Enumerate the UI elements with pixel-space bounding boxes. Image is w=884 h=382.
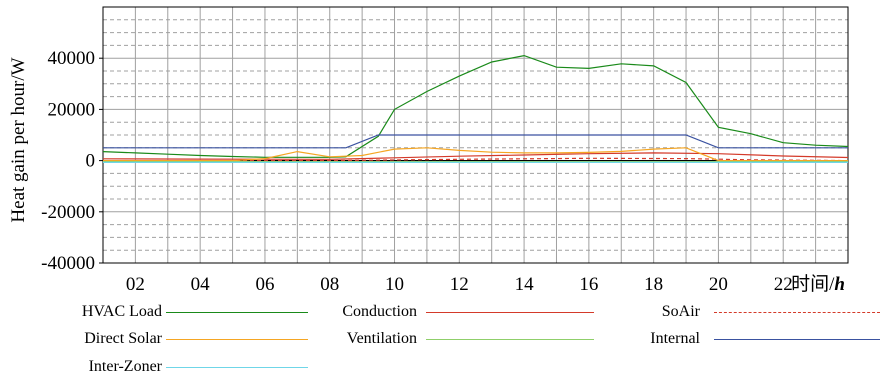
legend-label: Inter-Zoner: [88, 358, 162, 375]
tick-labels: -40000 -20000 0 20000 40000 02 04 06 08 10 12 14 16 1…: [41, 48, 793, 295]
y-tick-label: 20000: [48, 99, 96, 120]
series-line-direct-solar: [103, 147, 848, 162]
legend-label: Internal: [650, 330, 700, 347]
x-tick-label: 18: [644, 274, 663, 295]
x-tick-label: 04: [191, 274, 211, 295]
x-tick-label: 08: [320, 274, 339, 295]
legend-label: SoAir: [661, 303, 700, 320]
chart: -40000 -20000 0 20000 40000 02 04 06 08 10 12 14 16 1…: [8, 6, 849, 295]
legend-item: Internal: [0, 327, 880, 351]
x-axis-label-unit: h: [834, 274, 845, 295]
y-tick-label: -20000: [41, 202, 95, 223]
y-tick-label: 40000: [48, 48, 96, 69]
legend-label: HVAC Load: [81, 303, 162, 320]
x-tick-label: 20: [709, 274, 728, 295]
x-tick-label: 22: [774, 274, 793, 295]
x-axis-label-text: 时间/: [791, 273, 835, 295]
legend-label: Conduction: [342, 303, 417, 320]
series-line-conduction: [102, 152, 849, 160]
legend-swatch: [426, 312, 594, 313]
legend-item: HVAC Load: [0, 300, 308, 324]
legend: HVAC Load Conduction SoAir Direct Solar Vent…: [0, 300, 884, 382]
series-line-internal: [103, 134, 848, 149]
y-axis-label: Heat gain per hour/W: [8, 57, 29, 222]
legend-swatch: [166, 367, 308, 368]
legend-item: Inter-Zoner: [0, 355, 308, 379]
y-tick-label: -40000: [41, 253, 95, 274]
legend-item: Direct Solar: [0, 327, 308, 351]
y-tick-label: 0: [86, 151, 96, 172]
legend-item: Conduction: [0, 300, 594, 324]
legend-label: Direct Solar: [84, 330, 162, 347]
legend-item: SoAir: [0, 300, 880, 324]
x-tick-label: 06: [255, 274, 274, 295]
x-axis-label: 时间/h: [791, 273, 845, 295]
x-tick-label: 02: [126, 274, 145, 295]
plot-frame: [102, 6, 849, 264]
legend-swatch: [166, 339, 308, 340]
series-line-soair: [103, 157, 849, 162]
legend-swatch: [426, 339, 594, 340]
legend-swatch: [714, 339, 880, 340]
x-tick-label: 14: [515, 274, 535, 295]
legend-item: Ventilation: [0, 327, 594, 351]
x-tick-label: 12: [450, 274, 469, 295]
legend-swatch: [714, 312, 880, 313]
x-tick-label: 10: [385, 274, 404, 295]
x-tick-label: 16: [579, 274, 598, 295]
series-line-hvac-load: [102, 54, 849, 158]
legend-swatch: [166, 312, 308, 313]
series-lines: [102, 54, 849, 163]
legend-label: Ventilation: [346, 330, 417, 347]
